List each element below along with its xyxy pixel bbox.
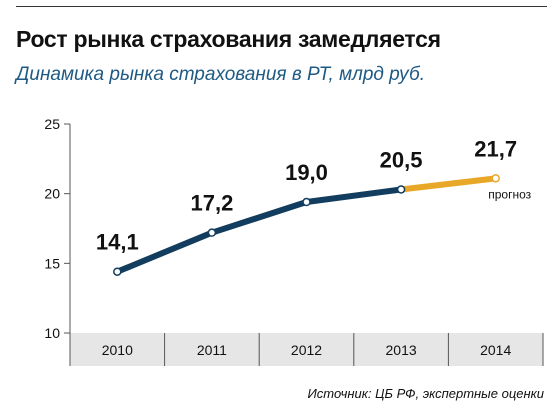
y-tick-label: 10 bbox=[44, 325, 60, 341]
data-label: 17,2 bbox=[190, 191, 233, 216]
chart-title: Рост рынка страхования замедляется bbox=[16, 26, 441, 52]
y-tick-label: 15 bbox=[44, 255, 60, 271]
x-axis-band bbox=[70, 333, 543, 366]
forecast-note: прогноз bbox=[488, 187, 531, 201]
x-tick-label: 2011 bbox=[197, 342, 227, 358]
data-point bbox=[491, 174, 500, 183]
x-tick-label: 2010 bbox=[102, 342, 133, 358]
data-point bbox=[302, 197, 311, 207]
y-tick-label: 20 bbox=[44, 186, 60, 202]
data-label: 19,0 bbox=[285, 160, 328, 185]
data-label: 14,1 bbox=[96, 230, 139, 255]
y-tick-label: 25 bbox=[44, 116, 60, 132]
series-line-actual bbox=[114, 186, 405, 275]
source-note: Источник: ЦБ РФ, экспертные оценки bbox=[307, 386, 544, 401]
data-point bbox=[207, 228, 217, 237]
x-tick-label: 2014 bbox=[480, 342, 511, 358]
data-point bbox=[113, 267, 122, 276]
data-point bbox=[396, 185, 406, 194]
chart-subtitle: Динамика рынка страхования в РТ, млрд ру… bbox=[16, 64, 426, 85]
x-tick-label: 2012 bbox=[291, 342, 322, 358]
x-tick-label: 2013 bbox=[386, 342, 417, 358]
data-label: 20,5 bbox=[380, 147, 423, 172]
series-line-forecast bbox=[398, 175, 499, 193]
data-label: 21,7 bbox=[474, 136, 517, 161]
top-rule bbox=[16, 6, 547, 7]
